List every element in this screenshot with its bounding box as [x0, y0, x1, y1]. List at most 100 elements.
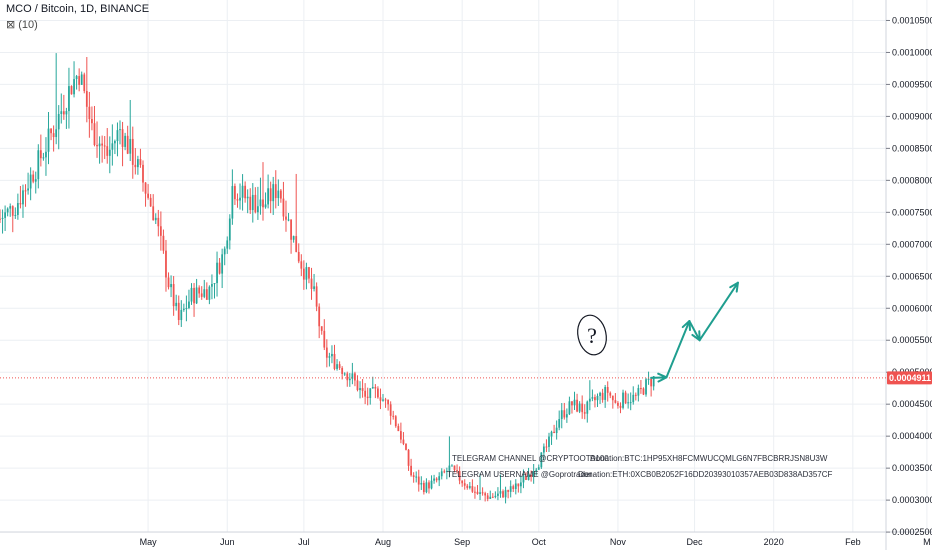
candle-body: [535, 469, 538, 472]
price-axis[interactable]: 0.0010500 0.0010000 0.0009500 0.0009000 0.00…: [886, 15, 932, 537]
y-tick-label: 0.0009500: [892, 79, 932, 89]
candle-body: [42, 157, 45, 159]
candle-body: [382, 399, 384, 401]
candle-body: [114, 141, 116, 144]
candle-body: [98, 143, 101, 147]
candle-body: [108, 149, 111, 156]
candle-body: [226, 240, 229, 249]
candle-body: [172, 284, 175, 307]
candle-body: [392, 415, 395, 417]
candle-body: [379, 397, 382, 401]
candle-body: [453, 465, 456, 471]
candle-body: [359, 388, 361, 391]
question-mark-drawing[interactable]: ?: [574, 313, 610, 358]
candle-body: [578, 403, 581, 412]
candle-body: [369, 388, 372, 399]
projection-arrows[interactable]: [650, 281, 739, 383]
candle-body: [405, 443, 407, 450]
candle-body: [22, 190, 24, 205]
candle-body: [458, 471, 461, 481]
candle-body: [410, 465, 412, 476]
candle-body: [180, 309, 183, 321]
candle-body: [259, 199, 262, 207]
candle-body: [532, 471, 535, 477]
candle-body: [119, 129, 121, 131]
candle-body: [302, 268, 305, 280]
chart-title: MCO / Bitcoin, 1D, BINANCE: [6, 3, 150, 15]
candle-body: [228, 218, 231, 241]
candle-body: [560, 410, 563, 419]
candle-body: [83, 74, 86, 92]
candle-body: [604, 387, 607, 400]
x-tick-label: Aug: [375, 537, 391, 547]
candle-body: [568, 401, 571, 415]
candle-body: [144, 182, 147, 194]
candle-body: [325, 347, 328, 358]
x-tick-label: May: [140, 537, 158, 547]
candle-body: [131, 138, 134, 165]
candle-body: [346, 373, 349, 381]
candle-body: [348, 378, 351, 381]
x-tick-label: Dec: [687, 537, 704, 547]
study-legend[interactable]: ⊠ (10): [6, 19, 38, 31]
candle-body: [632, 394, 635, 403]
candle-body: [484, 493, 487, 496]
candle-body: [277, 190, 280, 199]
candle-body: [254, 194, 257, 213]
candle-body: [37, 150, 40, 180]
candle-body: [211, 284, 213, 287]
candle-body: [399, 431, 402, 440]
candle-body: [351, 373, 354, 379]
candle-body: [177, 302, 180, 321]
candle-body: [520, 482, 522, 487]
y-tick-label: 0.0007500: [892, 207, 932, 217]
candle-body: [389, 404, 392, 416]
candle-body: [269, 188, 272, 202]
candle-body: [627, 402, 630, 404]
candle-body: [198, 287, 201, 294]
candle-body: [366, 396, 369, 399]
time-axis[interactable]: May Jun Jul Aug Sep Oct Nov Dec 2020 Feb M: [140, 537, 931, 547]
candle-body: [456, 470, 458, 472]
candle-body: [124, 135, 127, 147]
candle-body: [497, 493, 499, 496]
candle-body: [438, 476, 441, 481]
candle-body: [190, 287, 193, 302]
candle-body: [274, 184, 277, 199]
candle-body: [285, 216, 287, 220]
candle-body: [328, 356, 331, 358]
candle-body: [530, 474, 533, 477]
candle-body: [494, 495, 497, 498]
candle-body: [558, 418, 561, 428]
candle-body: [527, 474, 530, 480]
candle-body: [509, 486, 512, 492]
candle-body: [550, 431, 553, 437]
candle-body: [468, 486, 471, 488]
candle-body: [425, 482, 428, 493]
candle-body: [609, 392, 612, 396]
candle-body: [6, 208, 9, 213]
candle-body: [4, 212, 7, 218]
candle-body: [157, 217, 160, 227]
candle-body: [85, 91, 88, 107]
candle-body: [581, 403, 584, 413]
candle-body: [619, 405, 622, 408]
y-tick-label: 0.0010500: [892, 15, 932, 25]
candle-body: [420, 482, 423, 485]
candle-body: [147, 193, 149, 198]
candle-body: [471, 486, 474, 492]
grid-lines: [0, 0, 928, 533]
candle-body: [435, 478, 438, 481]
y-tick-label: 0.0004000: [892, 431, 932, 441]
candle-body: [647, 378, 650, 380]
candle-body: [165, 250, 167, 278]
telegram-username-note: TELEGRAM USERNAME @Goprotrader: [447, 470, 592, 479]
candle-body: [563, 410, 566, 418]
candle-body: [387, 399, 390, 405]
candle-body: [433, 478, 435, 481]
candle-body: [525, 476, 527, 480]
x-tick-label: Sep: [454, 537, 470, 547]
candle-body: [213, 283, 216, 285]
candle-body: [292, 236, 295, 240]
